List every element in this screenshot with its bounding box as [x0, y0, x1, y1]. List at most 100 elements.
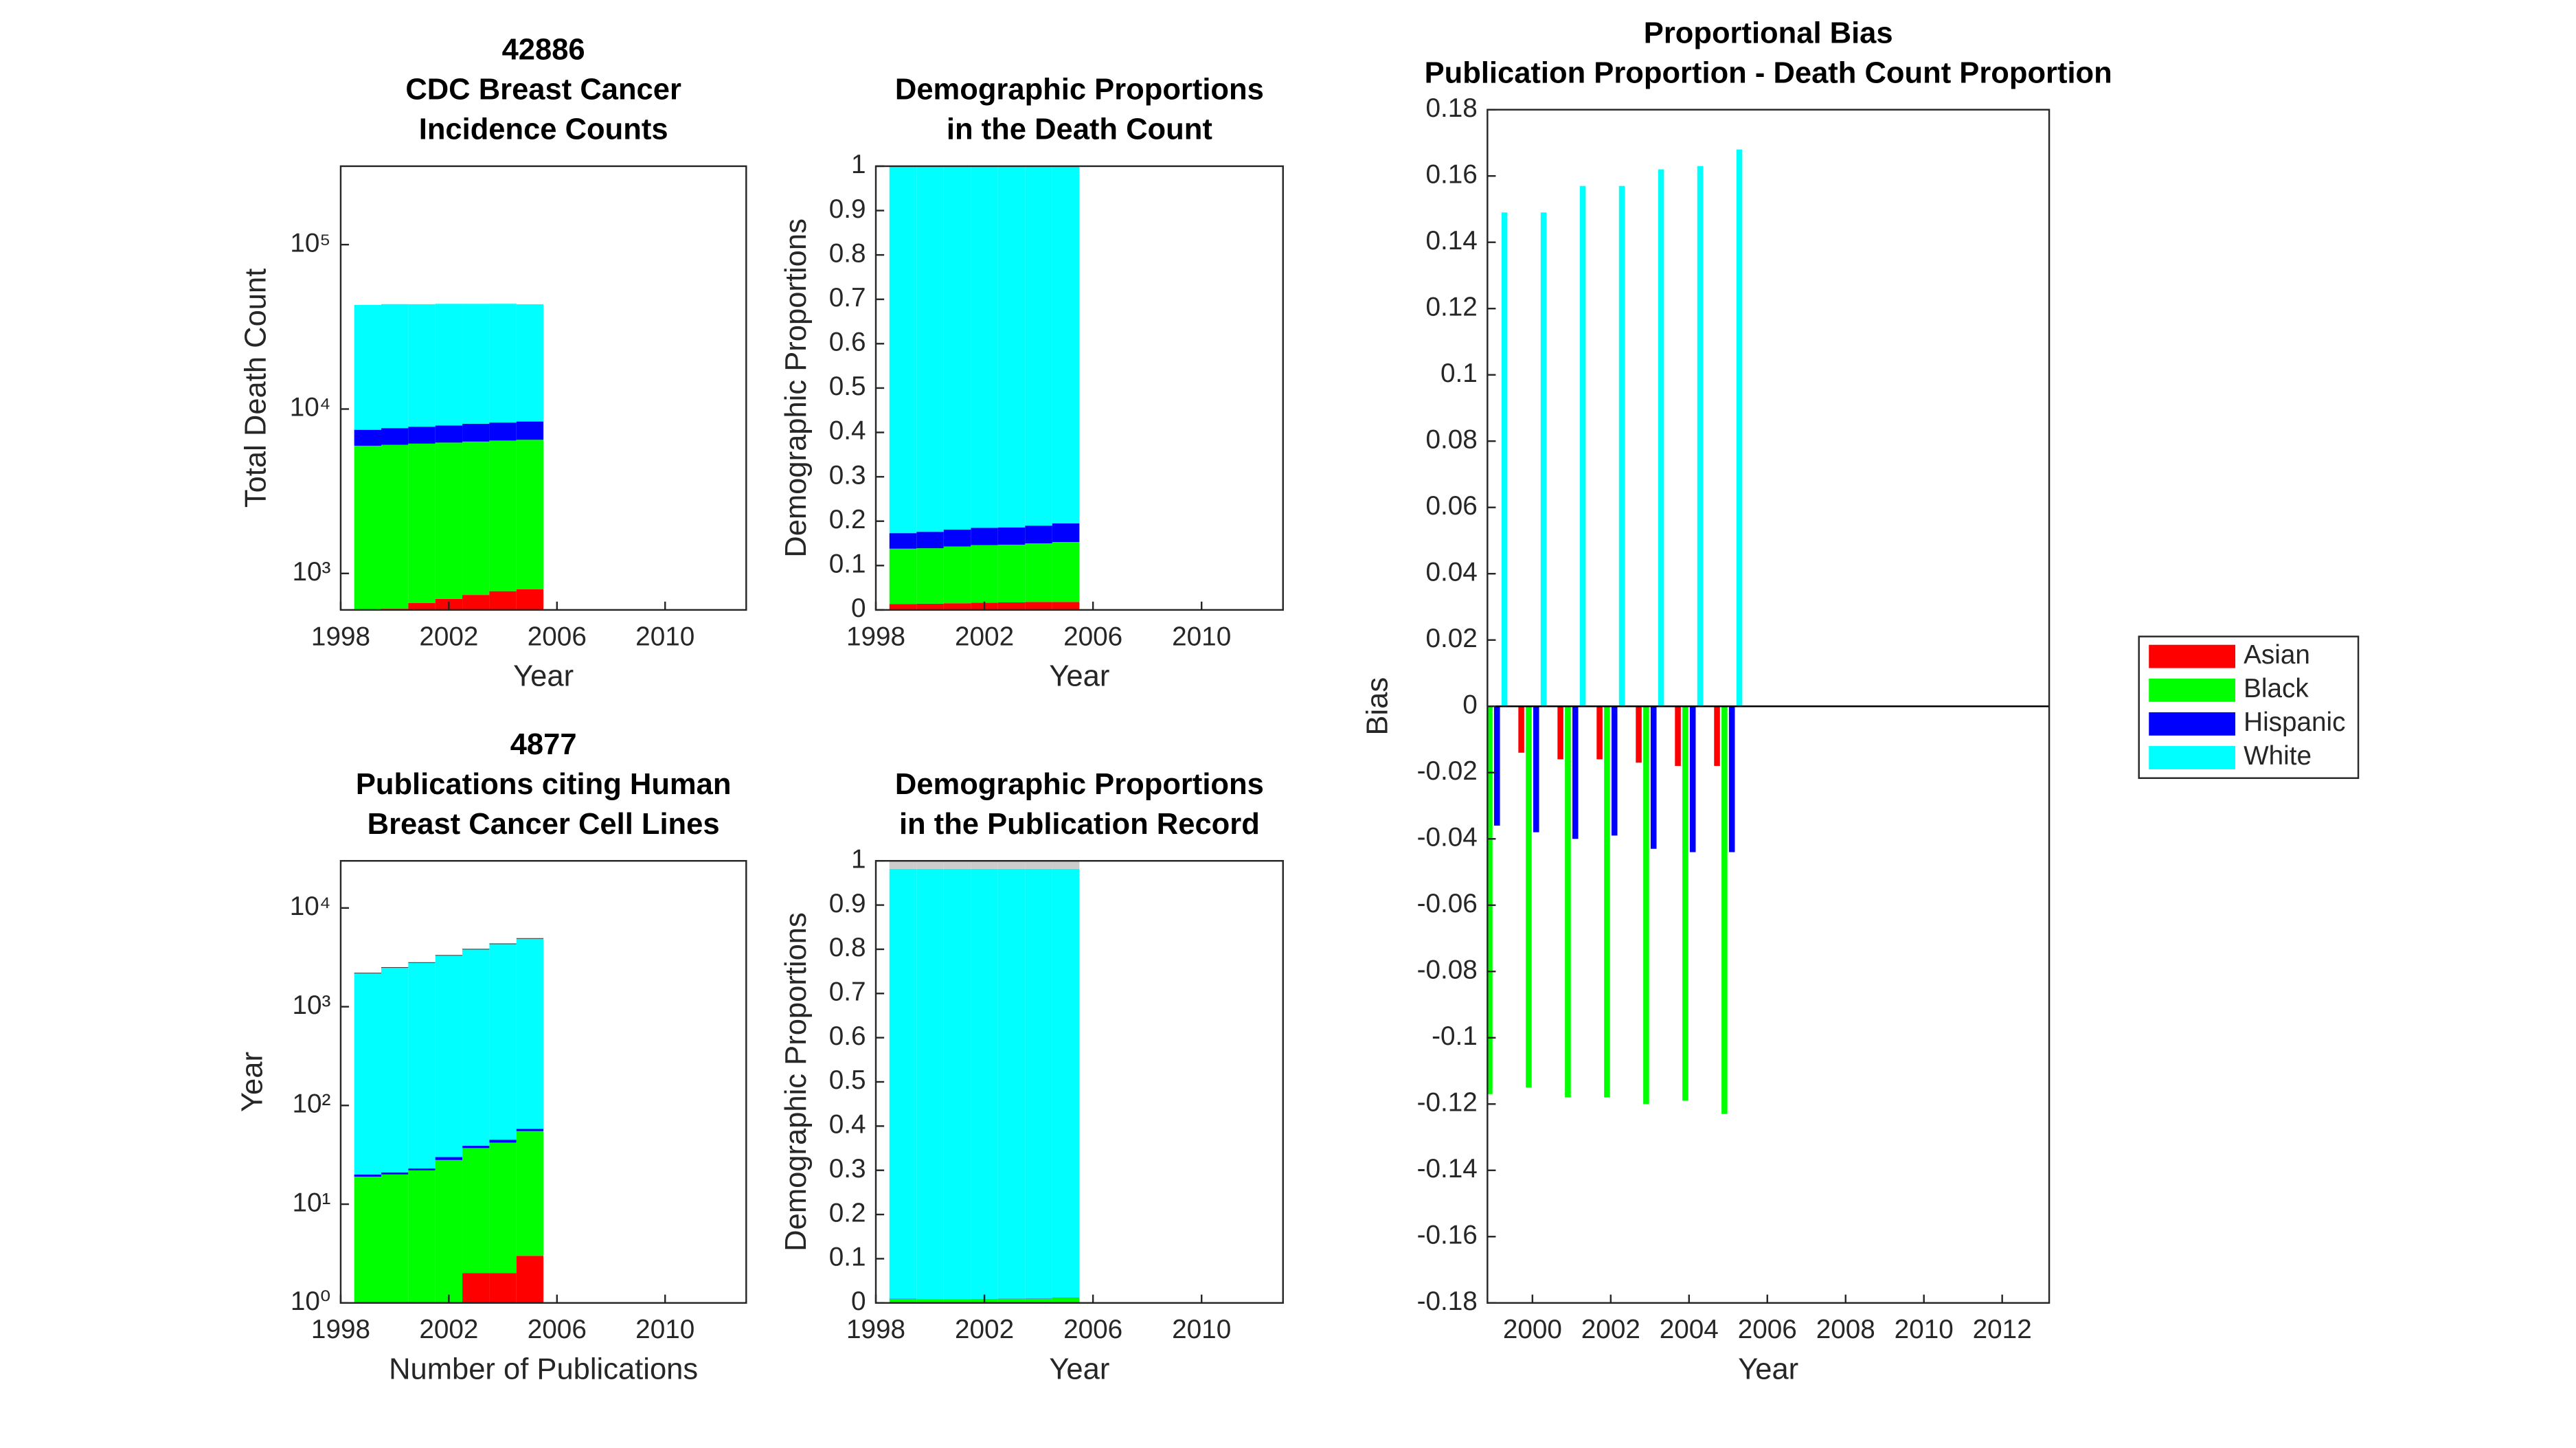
- bar-segment: [516, 1131, 544, 1256]
- bar-segment: [1025, 525, 1052, 544]
- y-tick-label: 0.02: [1425, 624, 1477, 653]
- y-tick-label: 1: [851, 150, 866, 179]
- y-tick-label: -0.04: [1417, 822, 1478, 852]
- plot-area: [889, 166, 1080, 610]
- x-tick-label: 2012: [1973, 1315, 2032, 1344]
- legend-swatch: [2149, 712, 2236, 736]
- bar-segment: [1025, 543, 1052, 602]
- bar: [1682, 706, 1688, 1101]
- bar: [1650, 706, 1657, 849]
- chart: 1998 2002 2006 2010 10⁰ 10¹ 10² 10³ 10⁴ 4877 Publi…: [236, 728, 747, 1385]
- bar-segment: [916, 532, 944, 549]
- x-tick-label: 2002: [419, 622, 478, 651]
- y-tick-label: 0.2: [829, 505, 866, 534]
- bar-segment: [381, 428, 409, 445]
- legend-swatch: [2149, 644, 2236, 668]
- y-tick-label: 0.1: [1440, 359, 1478, 388]
- y-tick-label: 0.04: [1425, 557, 1477, 587]
- bar-segment: [489, 304, 517, 423]
- x-tick-label: 2006: [1063, 1315, 1122, 1344]
- y-tick-label: 10⁴: [290, 393, 331, 422]
- bar-segment: [435, 442, 463, 599]
- bar-segment: [408, 962, 436, 963]
- y-tick-label: -0.02: [1417, 756, 1478, 786]
- bar-segment: [1025, 861, 1052, 869]
- y-axis-label: Bias: [1362, 677, 1394, 736]
- legend-label: White: [2244, 741, 2312, 771]
- bar-segment: [516, 938, 544, 1129]
- chart-title: Incidence Counts: [419, 113, 668, 146]
- y-tick-label: -0.16: [1417, 1220, 1478, 1249]
- bar-segment: [489, 422, 517, 441]
- y-tick-label: 0.7: [829, 977, 866, 1007]
- bar-segment: [462, 1273, 490, 1303]
- x-tick-label: 2002: [955, 1315, 1014, 1344]
- y-tick-label: 10³: [293, 557, 331, 587]
- y-tick-label: 0.6: [829, 1021, 866, 1051]
- legend-label: Hispanic: [2244, 708, 2345, 737]
- chart: 1998 2002 2006 2010 0 0.1 0.2 0.3 0.4 0.5 0.6 0.7 0.…: [780, 768, 1284, 1385]
- bar-segment: [943, 166, 971, 530]
- y-tick-label: 0.4: [829, 1110, 866, 1140]
- bar-segment: [489, 1140, 517, 1143]
- bar-segment: [381, 304, 409, 429]
- bar-segment: [354, 1176, 381, 1303]
- y-tick-label: 10¹: [293, 1188, 331, 1217]
- bar: [1487, 706, 1493, 1094]
- bar-segment: [408, 427, 436, 444]
- bar-segment: [889, 868, 917, 1299]
- bar-segment: [516, 304, 544, 422]
- bar-segment: [997, 166, 1026, 528]
- x-tick-label: 1998: [846, 622, 905, 651]
- y-tick-label: 1: [851, 844, 866, 874]
- y-tick-label: -0.06: [1417, 889, 1478, 918]
- bar: [1714, 706, 1720, 767]
- y-tick-label: 10⁰: [291, 1287, 331, 1316]
- bar: [1501, 212, 1508, 707]
- x-tick-label: 2006: [1738, 1315, 1797, 1344]
- bar-segment: [889, 533, 917, 549]
- y-tick-label: 0.2: [829, 1198, 866, 1228]
- bar-segment: [435, 304, 463, 426]
- x-axis-label: Year: [513, 660, 574, 693]
- bar-segment: [408, 443, 436, 604]
- bar-segment: [889, 548, 917, 604]
- bar-segment: [997, 544, 1026, 602]
- chart-title: Publications citing Human: [356, 768, 732, 801]
- y-tick-label: 0: [851, 593, 866, 623]
- bar-segment: [462, 441, 490, 596]
- y-tick-label: 0.3: [829, 460, 866, 490]
- x-tick-label: 2010: [1895, 1315, 1954, 1344]
- y-tick-label: 0.5: [829, 1065, 866, 1095]
- bar-segment: [1052, 602, 1080, 610]
- bar-segment: [354, 445, 381, 610]
- legend-label: Asian: [2244, 640, 2310, 670]
- x-tick-label: 2010: [635, 622, 694, 651]
- bar: [1636, 706, 1642, 763]
- x-tick-label: 2006: [1063, 622, 1122, 651]
- plot-area: [1487, 149, 1743, 1114]
- chart-title: 42886: [502, 34, 585, 67]
- bar-segment: [1025, 868, 1052, 1299]
- chart: 1998 2002 2006 2010 0 0.1 0.2 0.3 0.4 0.5 0.6 0.7 0.…: [780, 73, 1284, 693]
- plot-area: [354, 938, 544, 1303]
- y-tick-label: 0.1: [829, 550, 866, 579]
- y-tick-label: 0.7: [829, 283, 866, 313]
- y-tick-label: 10⁵: [290, 228, 330, 258]
- bar-segment: [971, 528, 998, 545]
- bar-segment: [435, 425, 463, 443]
- y-tick-label: 0.18: [1425, 93, 1477, 123]
- bar-segment: [1025, 602, 1052, 610]
- x-axis-label: Year: [1049, 660, 1109, 693]
- bar: [1736, 149, 1743, 707]
- bar-segment: [381, 968, 409, 1173]
- bar: [1565, 706, 1571, 1098]
- y-tick-label: 0.08: [1425, 425, 1477, 454]
- chart-title: CDC Breast Cancer: [405, 73, 681, 106]
- chart-title: in the Death Count: [947, 113, 1212, 146]
- plot-area: [889, 861, 1080, 1303]
- chart-title: Publication Proportion - Death Count Pro…: [1425, 56, 2112, 89]
- y-tick-label: 0.3: [829, 1154, 866, 1184]
- x-tick-label: 2004: [1660, 1315, 1719, 1344]
- y-tick-label: 0.5: [829, 372, 866, 401]
